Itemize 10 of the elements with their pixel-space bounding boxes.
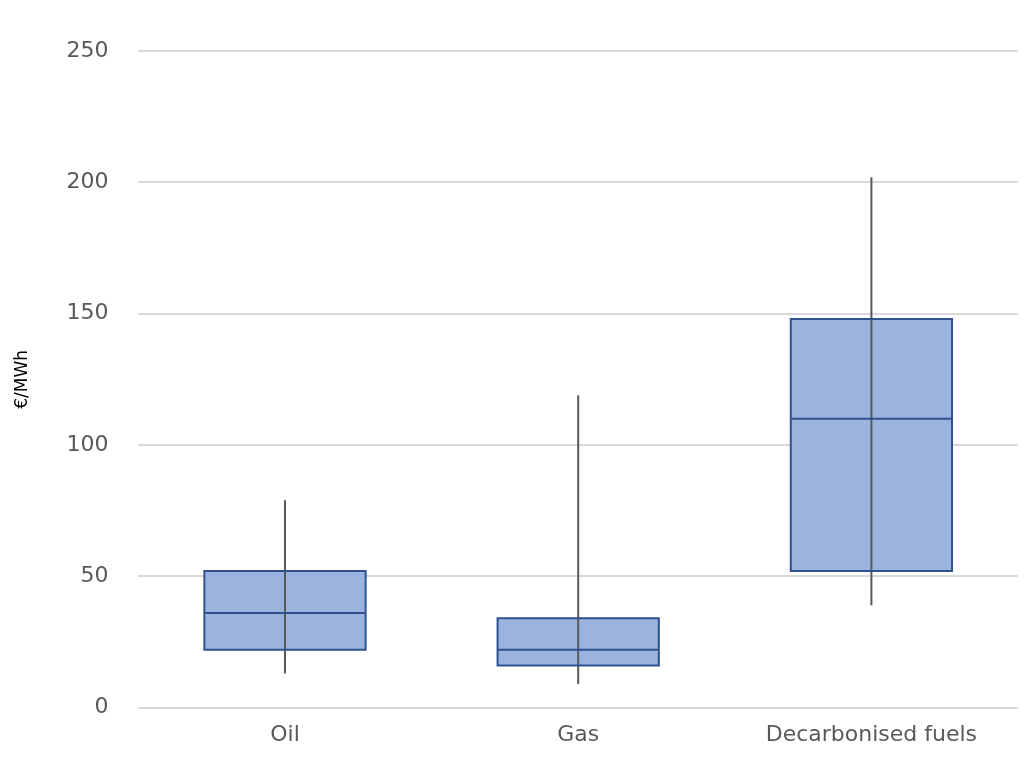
y-axis-title: €/MWh [10, 350, 31, 409]
x-tick-label: Oil [270, 720, 300, 746]
x-tick-label: Gas [557, 720, 600, 746]
y-tick-label: 150 [66, 299, 109, 325]
y-tick-label: 100 [66, 430, 109, 456]
y-tick-label: 0 [94, 693, 109, 719]
y-tick-label: 50 [80, 562, 109, 588]
x-tick-label: Decarbonised fuels [765, 720, 978, 746]
y-tick-label: 250 [66, 36, 109, 62]
y-tick-label: 200 [66, 168, 109, 194]
